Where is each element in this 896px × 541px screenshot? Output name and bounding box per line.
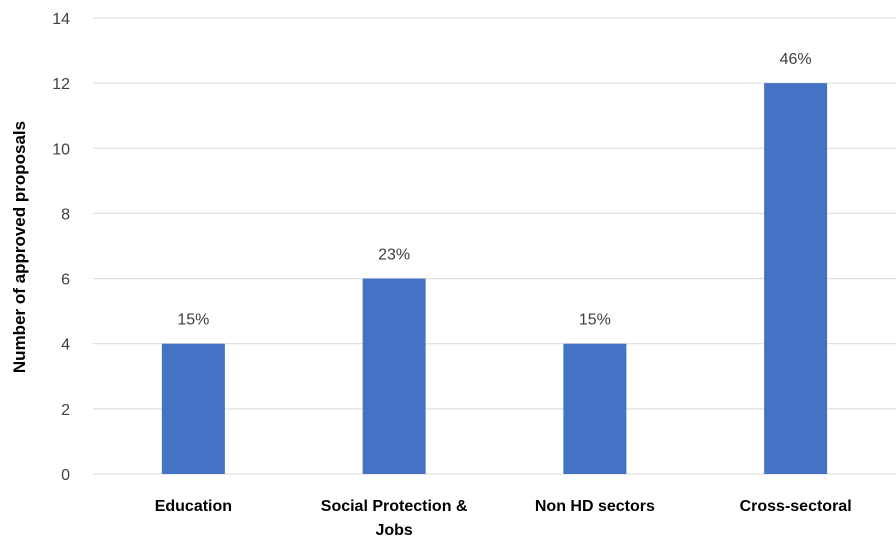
data-label: 15% <box>177 312 209 329</box>
y-tick-label: 2 <box>61 402 70 419</box>
data-label: 23% <box>378 247 410 264</box>
y-tick-label: 6 <box>61 272 70 289</box>
data-label: 15% <box>579 312 611 329</box>
y-tick-label: 8 <box>61 206 70 223</box>
data-label: 46% <box>780 51 812 68</box>
x-axis-categories: Education Social Protection & Jobs Non HD s… <box>155 498 852 539</box>
gridlines <box>93 17 896 475</box>
bar <box>161 343 225 474</box>
x-category-label: Non HD sectors <box>535 498 655 515</box>
y-tick-label: 4 <box>61 337 70 354</box>
y-axis-ticks: 0 2 4 6 8 10 12 14 <box>52 11 70 484</box>
bar <box>362 278 426 474</box>
x-category-label: Cross-sectoral <box>740 498 852 515</box>
data-labels: 15% 23% 15% 46% <box>177 51 811 329</box>
y-tick-label: 10 <box>52 141 70 158</box>
bars <box>161 83 828 475</box>
bar <box>563 343 627 474</box>
y-tick-label: 14 <box>52 11 70 28</box>
y-axis-label: Number of approved proposals <box>10 121 29 373</box>
y-tick-label: 0 <box>61 467 70 484</box>
bar <box>764 83 828 475</box>
x-category-label: Social Protection & Jobs <box>321 498 468 539</box>
x-category-label: Education <box>155 498 232 515</box>
y-tick-label: 12 <box>52 76 70 93</box>
